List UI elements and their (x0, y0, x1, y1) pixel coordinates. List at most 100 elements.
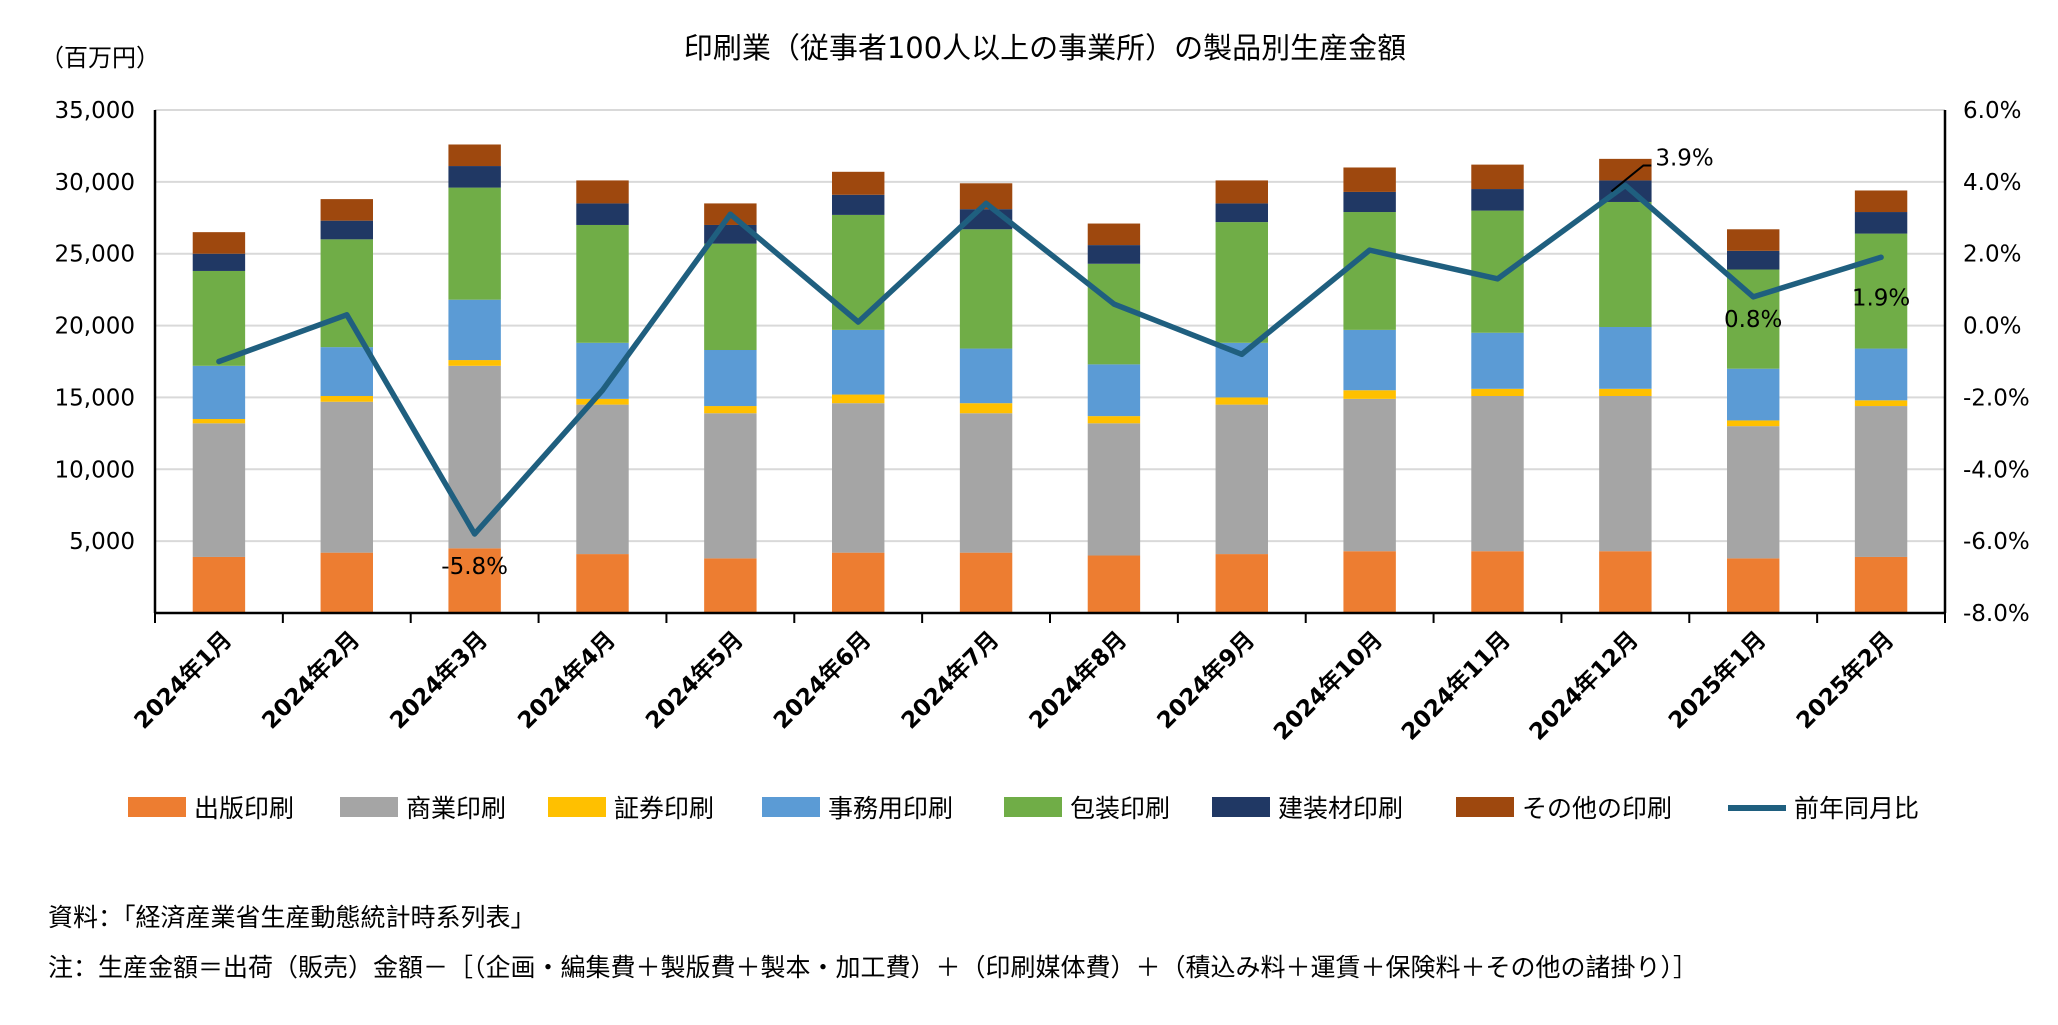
legend-label: 前年同月比 (1794, 794, 1919, 823)
chart-title: 印刷業（従事者100人以上の事業所）の製品別生産金額 (684, 31, 1406, 65)
bar-segment (1854, 556, 1908, 613)
bar-segment (448, 144, 501, 167)
bar-segment (1471, 189, 1524, 211)
bar-segment (1471, 388, 1524, 396)
bar-segment (832, 214, 885, 330)
data-labels: -5.8% 3.9% 0.8% 1.9% (441, 145, 1910, 580)
bar-segment (704, 558, 757, 613)
x-tick-label: 2024年9月 (1152, 626, 1260, 734)
y-tick-label: 25,000 (55, 242, 135, 268)
bar-segment (192, 270, 246, 366)
bar-segment (1215, 222, 1268, 343)
bar-segment (192, 556, 246, 613)
bar-segment (832, 329, 885, 395)
bar-segment (1854, 406, 1908, 557)
bar-segment (448, 166, 501, 188)
legend-label: 事務用印刷 (828, 794, 953, 823)
bar-segment (832, 194, 885, 215)
bar-segment (704, 350, 757, 407)
bar-segment (959, 552, 1013, 613)
bar-segment (1471, 395, 1524, 552)
bar-segment (959, 403, 1013, 414)
yoy-point (216, 359, 222, 364)
bar-segment (1343, 167, 1396, 192)
bar-segment (1343, 212, 1396, 330)
y2-tick-label: -6.0% (1963, 529, 2030, 555)
bar-segment (1599, 158, 1652, 181)
x-tick-label: 2024年2月 (257, 626, 365, 734)
y-tick-label: 5,000 (69, 529, 135, 555)
bar-segment (704, 413, 757, 559)
bar-segment (320, 239, 373, 348)
bar-segment (832, 403, 885, 553)
bar-segment (1343, 329, 1396, 391)
bar-segment (320, 552, 373, 613)
bar-segment (448, 548, 501, 613)
bar-segment (832, 171, 885, 195)
y2-tick-label: 2.0% (1963, 242, 2021, 268)
production-value-chart: 印刷業（従事者100人以上の事業所）の製品別生産金額 （百万円） 5,000 10… (40, 31, 2030, 823)
bar-segment (320, 199, 373, 221)
bar-segment (1854, 212, 1908, 234)
bar-segment (192, 423, 246, 557)
yoy-point (1878, 254, 1884, 260)
data-label: 1.9% (1852, 285, 1910, 311)
y-tick-label: 20,000 (55, 314, 135, 340)
bar-segment (1854, 190, 1908, 213)
bar-segment (1215, 180, 1268, 204)
legend-swatch (128, 797, 186, 817)
yoy-point (855, 319, 861, 325)
bar-segment (1087, 364, 1141, 417)
bar-segment (320, 395, 373, 402)
bar-segment (448, 360, 501, 366)
bar-segment (1343, 390, 1396, 399)
bar-segment (704, 243, 757, 351)
bar-segment (1343, 551, 1396, 613)
bar-segment (1599, 551, 1652, 613)
bar-segment (448, 187, 501, 300)
y2-tick-label: 0.0% (1963, 314, 2021, 340)
legend-label: 出版印刷 (194, 794, 294, 823)
bar-segment (192, 253, 246, 271)
x-tick-label: 2024年12月 (1524, 626, 1644, 746)
yoy-point (727, 211, 733, 217)
legend: 出版印刷 商業印刷 証券印刷 事務用印刷 包装印刷 建装材印刷 その他の印刷 前年同月比 (128, 794, 1919, 823)
legend-label: 商業印刷 (406, 794, 506, 823)
x-tick-label: 2024年7月 (896, 626, 1004, 734)
bar-segment (192, 365, 246, 419)
y2-tick-label: 6.0% (1963, 98, 2021, 124)
y-tick-label: 30,000 (55, 170, 135, 196)
yoy-point (1750, 294, 1756, 300)
bar-segment (1087, 263, 1141, 365)
yoy-point (344, 312, 350, 318)
bar-segment (1854, 348, 1908, 401)
bar-segment (1215, 404, 1268, 555)
data-label: 0.8% (1724, 307, 1782, 333)
bar-segment (1727, 426, 1780, 559)
bar-segment (1599, 388, 1652, 396)
bar-segment (1087, 223, 1141, 246)
bar-segment (1854, 233, 1908, 349)
bar-segment (1599, 201, 1652, 328)
yoy-line (216, 182, 1884, 537)
bar-segment (576, 180, 629, 204)
x-tick-label: 2024年4月 (513, 626, 621, 734)
bar-segment (959, 413, 1013, 553)
y2-tick-label: 4.0% (1963, 170, 2021, 196)
bar-segment (1343, 191, 1396, 213)
bar-segment (320, 220, 373, 240)
yoy-point (1367, 247, 1373, 253)
y-axis-label: （百万円） (40, 44, 160, 72)
bar-segment (1215, 203, 1268, 223)
bar-segment (1215, 554, 1268, 613)
bar-segment (832, 394, 885, 404)
yoy-line-path (216, 182, 1884, 537)
yoy-point (983, 200, 989, 206)
bar-segment (1599, 395, 1652, 552)
data-label-leader (1610, 164, 1652, 193)
yoy-point (472, 531, 478, 537)
bar-segment (704, 406, 757, 414)
legend-label: 包装印刷 (1070, 794, 1170, 823)
bar-segment (1087, 555, 1141, 613)
yoy-point (1239, 351, 1245, 357)
